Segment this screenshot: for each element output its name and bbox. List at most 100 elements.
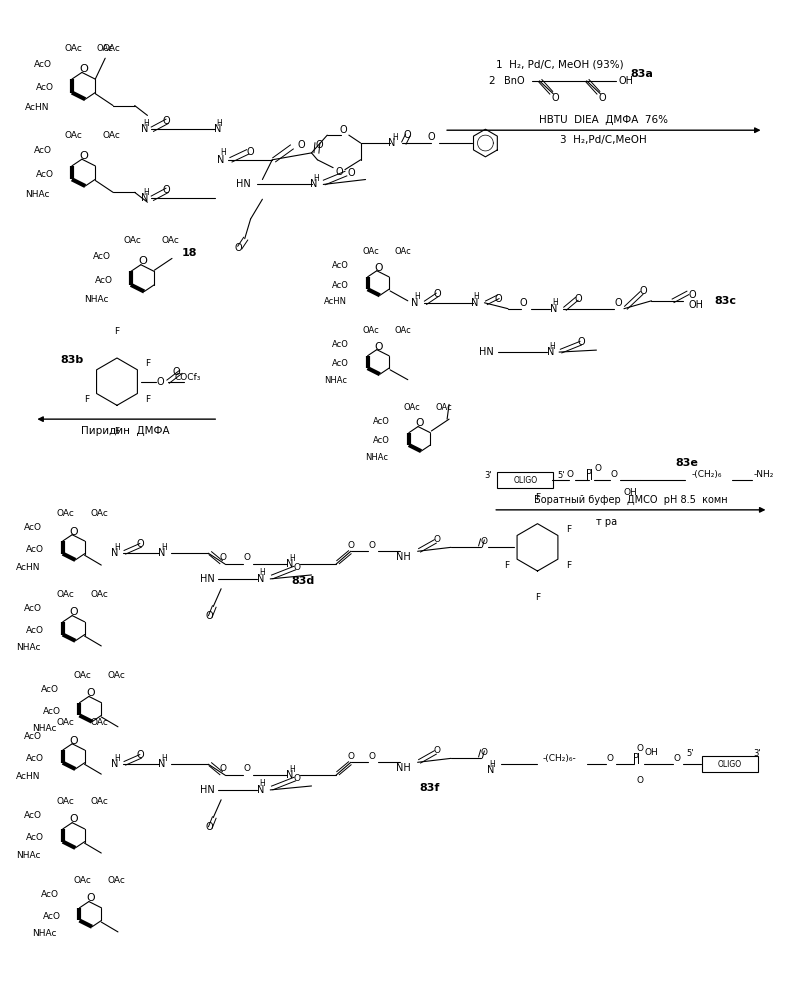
Text: AcO: AcO	[25, 732, 42, 741]
Text: O: O	[70, 814, 78, 824]
Text: COCf₃: COCf₃	[174, 373, 201, 382]
Text: NHAc: NHAc	[16, 643, 40, 652]
Text: HN: HN	[479, 347, 494, 357]
Text: AcO: AcO	[41, 685, 59, 694]
Text: O: O	[494, 294, 502, 304]
Text: O: O	[138, 256, 147, 266]
Text: O: O	[347, 541, 354, 550]
Text: NHAc: NHAc	[16, 850, 40, 859]
Text: AcO: AcO	[26, 626, 44, 635]
Text: O: O	[520, 298, 527, 308]
Text: OAc: OAc	[74, 876, 91, 885]
Text: O: O	[347, 168, 354, 178]
Text: OH: OH	[645, 748, 658, 757]
Text: H: H	[550, 342, 555, 351]
Text: F: F	[565, 561, 571, 570]
Text: 5': 5'	[557, 471, 565, 480]
Text: O: O	[243, 553, 250, 562]
Text: O: O	[136, 539, 144, 549]
Text: N: N	[159, 759, 166, 769]
Text: O: O	[611, 470, 618, 479]
Text: N: N	[389, 138, 396, 148]
Text: Боратный буфер  ДМСО  pH 8.5  комн: Боратный буфер ДМСО pH 8.5 комн	[534, 495, 728, 505]
Text: O: O	[374, 263, 382, 273]
Text: 83d: 83d	[292, 576, 315, 586]
Text: O: O	[163, 185, 170, 195]
Text: H: H	[313, 174, 320, 183]
Text: -(CH₂)₆: -(CH₂)₆	[691, 470, 722, 479]
Text: AcO: AcO	[25, 604, 42, 613]
Text: OH: OH	[689, 300, 704, 310]
Text: O: O	[673, 754, 680, 763]
Text: O: O	[293, 563, 301, 572]
Text: N: N	[111, 759, 119, 769]
Text: O: O	[205, 611, 213, 621]
Text: AcO: AcO	[36, 83, 54, 92]
Text: O: O	[86, 893, 95, 903]
Text: AcO: AcO	[36, 170, 54, 179]
Text: O: O	[79, 151, 88, 161]
Text: AcO: AcO	[374, 417, 390, 426]
Text: O: O	[172, 367, 180, 377]
Text: OH: OH	[618, 76, 633, 86]
Text: 83a: 83a	[630, 69, 653, 79]
Text: HBTU  DIEA  ДМФА  76%: HBTU DIEA ДМФА 76%	[538, 115, 668, 125]
Text: O: O	[481, 537, 488, 546]
Text: OAc: OAc	[102, 131, 120, 140]
Text: 3': 3'	[753, 749, 761, 758]
Text: H: H	[414, 292, 419, 301]
Text: HN: HN	[236, 179, 251, 189]
Text: 83e: 83e	[675, 458, 698, 468]
Text: O: O	[374, 342, 382, 352]
Text: OAc: OAc	[90, 718, 108, 727]
Text: N: N	[286, 559, 293, 569]
Text: F: F	[145, 395, 151, 404]
Text: NHAc: NHAc	[324, 376, 347, 385]
Text: O: O	[578, 337, 585, 347]
Text: N: N	[111, 548, 119, 558]
Text: OAc: OAc	[57, 590, 75, 599]
Text: O: O	[427, 132, 435, 142]
Text: O: O	[163, 116, 170, 126]
Text: 3': 3'	[485, 471, 492, 480]
Text: OAc: OAc	[107, 671, 125, 680]
Text: OH: OH	[624, 488, 638, 497]
FancyBboxPatch shape	[497, 472, 554, 488]
Text: OAc: OAc	[394, 326, 412, 335]
Text: H: H	[216, 119, 222, 128]
Text: 83c: 83c	[714, 296, 737, 306]
Text: O: O	[79, 64, 88, 74]
Text: OAc: OAc	[124, 236, 142, 245]
Text: O: O	[243, 764, 250, 773]
Text: AcO: AcO	[26, 545, 44, 554]
Text: O: O	[156, 377, 164, 387]
Text: O: O	[640, 286, 647, 296]
Text: AcO: AcO	[25, 811, 42, 820]
Text: OAc: OAc	[394, 247, 412, 256]
Text: O: O	[434, 289, 441, 299]
Text: AcHN: AcHN	[16, 563, 40, 572]
Text: O: O	[70, 736, 78, 746]
Text: O: O	[339, 125, 347, 135]
Text: N: N	[213, 124, 221, 134]
Text: AcO: AcO	[332, 261, 349, 270]
Text: OAc: OAc	[90, 590, 108, 599]
Text: H: H	[161, 543, 167, 552]
Text: OAc: OAc	[107, 876, 125, 885]
Text: OAc: OAc	[65, 44, 82, 53]
Text: AcO: AcO	[43, 912, 61, 921]
Text: AcO: AcO	[332, 359, 349, 368]
Text: NHAc: NHAc	[25, 190, 49, 199]
Text: N: N	[159, 548, 166, 558]
Text: F: F	[535, 493, 540, 502]
Text: N: N	[550, 304, 557, 314]
Text: F: F	[114, 327, 120, 336]
Text: OAc: OAc	[102, 44, 120, 53]
Text: NHAc: NHAc	[365, 453, 388, 462]
Text: OAc: OAc	[404, 403, 420, 412]
Text: O: O	[416, 418, 423, 428]
Text: H: H	[259, 780, 266, 788]
Text: OAc: OAc	[362, 326, 379, 335]
Text: O: O	[316, 140, 324, 150]
Text: NH: NH	[396, 763, 412, 773]
